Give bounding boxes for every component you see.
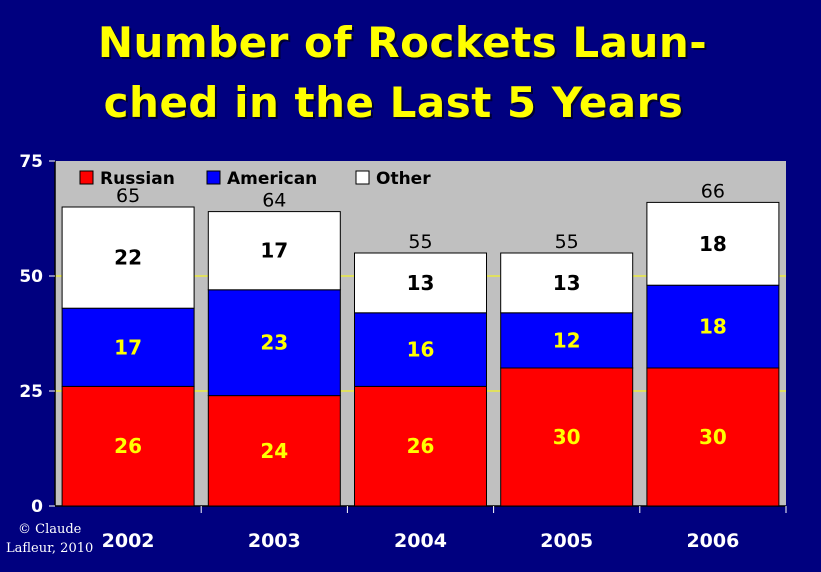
bar-other-2003: [207, 211, 341, 291]
bar-american-2005: [500, 312, 634, 369]
bar-american-2003: [207, 289, 341, 397]
bar-other-2004: [354, 252, 487, 314]
bar-american-2002: [61, 307, 195, 387]
data-label-other-2006: 18: [699, 232, 727, 256]
legend-label-russian: Russian: [100, 169, 175, 189]
bar-other-2002: [61, 206, 195, 309]
bar-russian-2003: [207, 395, 341, 507]
total-label-2003: 64: [262, 190, 286, 212]
x-tick-label: 2006: [686, 530, 739, 552]
data-label-russian-2003: 24: [260, 439, 288, 463]
legend-swatch-other: [355, 170, 370, 185]
total-label-2002: 65: [116, 185, 140, 207]
bar-other-2006: [646, 201, 780, 286]
bar-russian-2005: [500, 367, 634, 507]
bar-american-2004: [354, 312, 487, 387]
x-tick-label: 2003: [248, 530, 301, 552]
chart-title-line-1: Number of Rockets Laun-: [97, 18, 708, 67]
data-label-russian-2004: 26: [407, 434, 435, 458]
data-label-russian-2002: 26: [114, 434, 142, 458]
legend-label-american: American: [227, 169, 317, 189]
legend-label-other: Other: [376, 169, 431, 189]
data-label-american-2003: 23: [260, 331, 288, 355]
y-tick-label: 50: [19, 267, 43, 287]
data-label-other-2004: 13: [407, 271, 435, 295]
y-tick-label: 75: [19, 152, 43, 172]
data-label-other-2002: 22: [114, 246, 142, 270]
total-label-2004: 55: [408, 231, 432, 253]
x-tick-label: 2005: [540, 530, 593, 552]
legend-swatch-russian: [79, 170, 94, 185]
bar-russian-2006: [646, 367, 780, 507]
data-label-american-2004: 16: [407, 338, 435, 362]
x-tick-label: 2002: [102, 530, 155, 552]
chart-title-line-2: ched in the Last 5 Years: [103, 78, 684, 127]
data-label-other-2003: 17: [260, 239, 288, 263]
x-tick-label: 2004: [394, 530, 447, 552]
data-label-american-2002: 17: [114, 335, 142, 359]
data-label-american-2006: 18: [699, 315, 727, 339]
bar-russian-2002: [61, 385, 195, 507]
data-label-other-2005: 13: [553, 271, 581, 295]
data-label-russian-2005: 30: [553, 425, 581, 449]
bar-other-2005: [500, 252, 634, 314]
credit-line-2: Lafleur, 2010: [6, 541, 94, 556]
data-label-american-2005: 12: [553, 328, 581, 352]
total-label-2005: 55: [555, 231, 579, 253]
y-tick-label: 25: [19, 382, 43, 402]
credit-line-1: © Claude: [18, 522, 82, 537]
legend-swatch-american: [206, 170, 221, 185]
data-label-russian-2006: 30: [699, 425, 727, 449]
total-label-2006: 66: [701, 180, 725, 202]
y-tick-label: 0: [31, 497, 43, 517]
bar-american-2006: [646, 284, 780, 369]
